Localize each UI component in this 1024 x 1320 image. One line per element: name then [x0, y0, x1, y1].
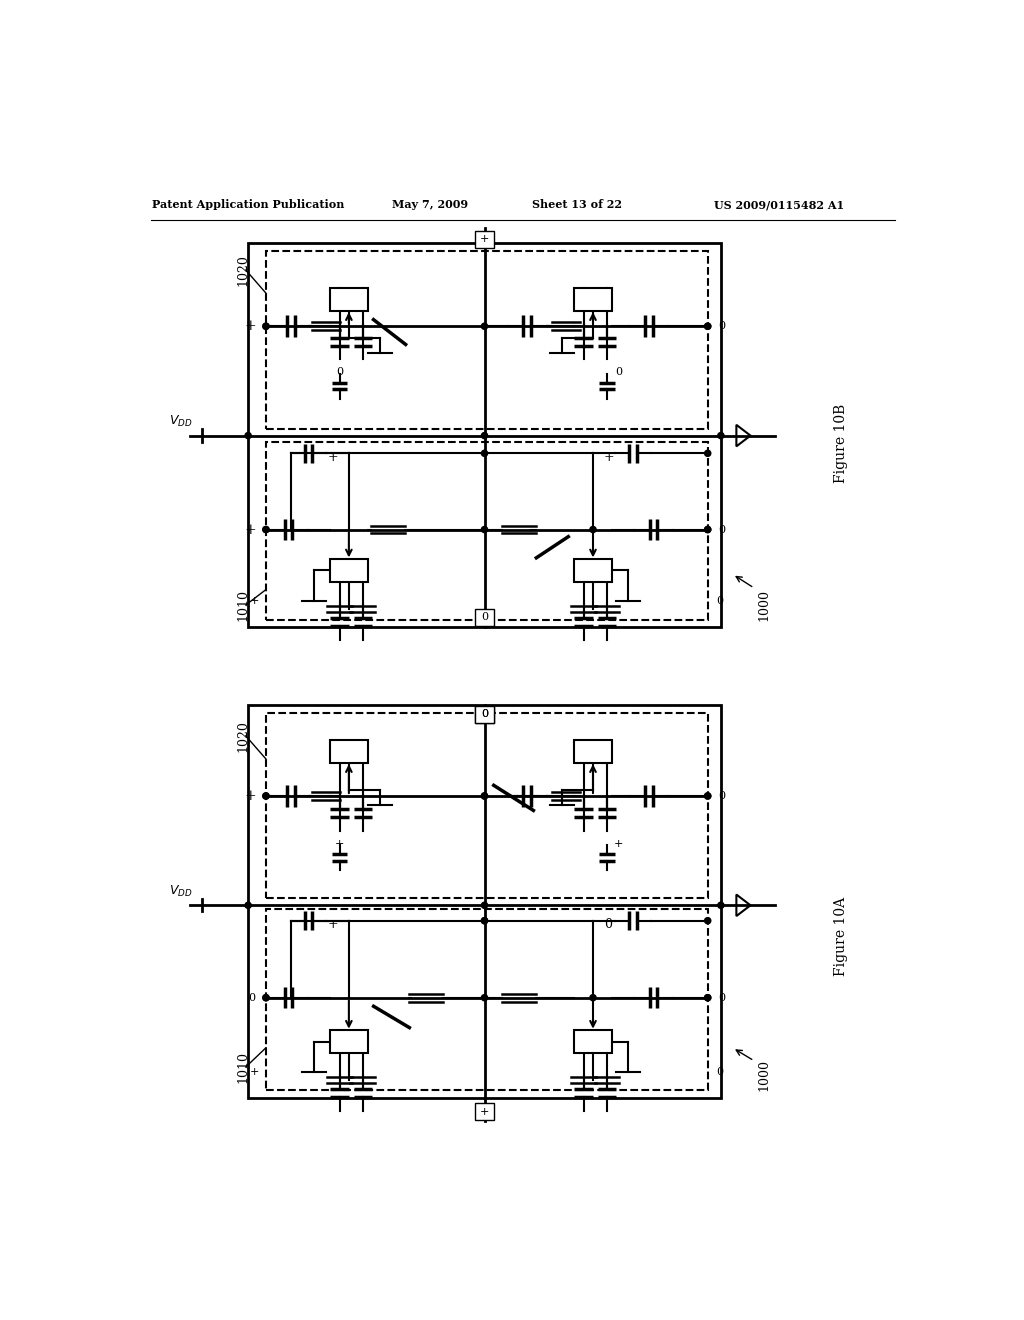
- Bar: [248, 243, 721, 627]
- Text: +: +: [328, 917, 339, 931]
- Circle shape: [590, 995, 596, 1001]
- Text: Patent Application Publication: Patent Application Publication: [152, 199, 344, 210]
- Circle shape: [481, 450, 487, 457]
- Text: 0: 0: [716, 597, 723, 606]
- Text: Figure 10B: Figure 10B: [834, 404, 848, 483]
- Circle shape: [705, 527, 711, 533]
- Bar: [573, 1030, 612, 1053]
- Circle shape: [481, 917, 487, 924]
- Text: 0: 0: [604, 917, 612, 931]
- Circle shape: [481, 903, 487, 908]
- Circle shape: [263, 995, 269, 1001]
- Text: 1010: 1010: [237, 589, 249, 620]
- Text: +: +: [480, 1106, 489, 1117]
- Circle shape: [590, 527, 596, 533]
- Circle shape: [481, 527, 487, 533]
- Text: 0: 0: [718, 321, 725, 331]
- Bar: [266, 251, 708, 429]
- Text: +: +: [245, 319, 256, 333]
- Bar: [475, 1104, 495, 1121]
- Text: 0: 0: [481, 612, 488, 622]
- Circle shape: [705, 793, 711, 799]
- Text: +: +: [245, 523, 256, 536]
- Circle shape: [705, 793, 711, 799]
- Text: US 2009/0115482 A1: US 2009/0115482 A1: [714, 199, 844, 210]
- Text: +: +: [603, 450, 613, 463]
- Circle shape: [263, 995, 269, 1001]
- Text: +: +: [480, 234, 489, 244]
- Bar: [266, 909, 708, 1090]
- Circle shape: [705, 323, 711, 330]
- Bar: [573, 558, 612, 582]
- Bar: [330, 288, 369, 312]
- Text: 0: 0: [716, 1068, 723, 1077]
- Circle shape: [705, 995, 711, 1001]
- Text: 1010: 1010: [237, 1051, 249, 1082]
- Bar: [475, 609, 495, 626]
- Text: +: +: [245, 789, 256, 803]
- Text: 1000: 1000: [757, 1059, 770, 1090]
- Circle shape: [481, 433, 487, 438]
- Circle shape: [481, 917, 487, 924]
- Text: 1000: 1000: [757, 589, 770, 620]
- Circle shape: [263, 793, 269, 799]
- Text: 1020: 1020: [237, 255, 249, 286]
- Text: +: +: [328, 450, 339, 463]
- Text: 0: 0: [336, 367, 343, 378]
- Bar: [475, 231, 495, 248]
- Circle shape: [481, 793, 487, 799]
- Circle shape: [481, 995, 487, 1001]
- Text: $V_{DD}$: $V_{DD}$: [169, 884, 193, 899]
- Bar: [330, 558, 369, 582]
- Bar: [266, 442, 708, 620]
- Circle shape: [718, 433, 724, 438]
- Circle shape: [245, 433, 251, 438]
- Circle shape: [718, 903, 724, 908]
- Circle shape: [705, 450, 711, 457]
- Text: 0: 0: [718, 791, 725, 801]
- Text: 0: 0: [718, 524, 725, 535]
- Circle shape: [245, 903, 251, 908]
- Text: +: +: [613, 838, 624, 849]
- Circle shape: [705, 995, 711, 1001]
- Circle shape: [705, 323, 711, 330]
- Text: 0: 0: [718, 993, 725, 1003]
- Text: Figure 10A: Figure 10A: [834, 896, 848, 975]
- Bar: [573, 288, 612, 312]
- Circle shape: [263, 793, 269, 799]
- Circle shape: [263, 323, 269, 330]
- Circle shape: [263, 323, 269, 330]
- Bar: [330, 1030, 369, 1053]
- Text: 0: 0: [249, 993, 256, 1003]
- Circle shape: [481, 323, 487, 330]
- Circle shape: [263, 527, 269, 533]
- Text: +: +: [250, 597, 259, 606]
- Text: 0: 0: [615, 367, 623, 378]
- Text: Sheet 13 of 22: Sheet 13 of 22: [532, 199, 623, 210]
- Circle shape: [705, 527, 711, 533]
- Text: May 7, 2009: May 7, 2009: [392, 199, 468, 210]
- Bar: [475, 706, 495, 723]
- Text: $V_{DD}$: $V_{DD}$: [169, 414, 193, 429]
- Bar: [475, 706, 495, 723]
- Circle shape: [481, 793, 487, 799]
- Text: +: +: [335, 838, 344, 849]
- Text: 0: 0: [481, 709, 488, 719]
- Bar: [330, 739, 369, 763]
- Text: +: +: [250, 1068, 259, 1077]
- Bar: [266, 713, 708, 898]
- Text: 1020: 1020: [237, 719, 249, 752]
- Circle shape: [705, 917, 711, 924]
- Circle shape: [263, 527, 269, 533]
- Bar: [248, 705, 721, 1098]
- Text: 0: 0: [481, 709, 488, 719]
- Bar: [573, 739, 612, 763]
